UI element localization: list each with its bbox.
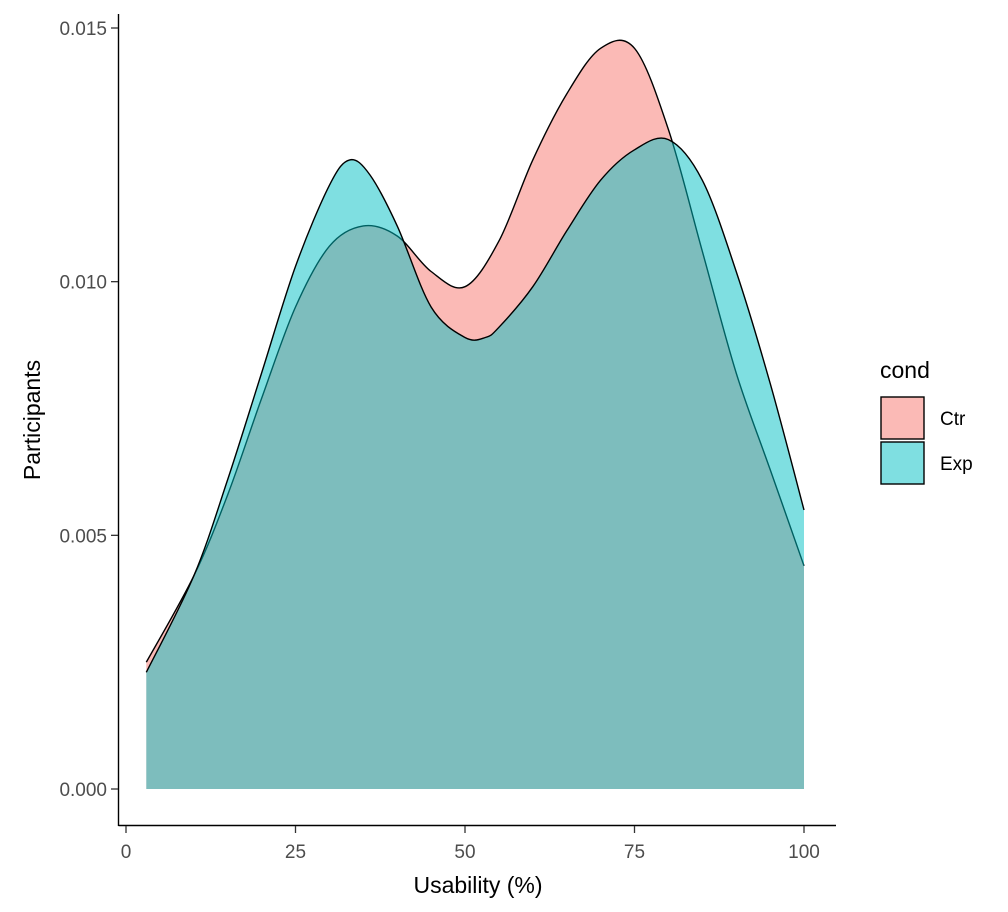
y-tick-label: 0.000 bbox=[59, 780, 107, 801]
density-area-exp bbox=[146, 138, 805, 789]
x-tick-label: 0 bbox=[121, 842, 132, 863]
x-axis-ticks: 0 25 50 75 100 bbox=[121, 826, 820, 863]
x-axis-title: Usability (%) bbox=[413, 872, 542, 898]
y-axis-ticks: 0.000 0.005 0.010 0.015 bbox=[59, 19, 118, 801]
legend-label-ctr: Ctr bbox=[940, 409, 966, 430]
legend-key-ctr bbox=[880, 396, 925, 440]
y-axis-title: Participants bbox=[19, 360, 45, 480]
legend-label-exp: Exp bbox=[940, 454, 973, 475]
x-tick-label: 50 bbox=[454, 842, 475, 863]
density-areas bbox=[145, 39, 805, 789]
y-tick-label: 0.010 bbox=[59, 273, 107, 294]
y-tick-label: 0.005 bbox=[59, 526, 107, 547]
legend: cond Ctr Exp bbox=[880, 357, 973, 485]
axes bbox=[117, 14, 836, 827]
x-tick-label: 25 bbox=[285, 842, 306, 863]
x-tick-label: 75 bbox=[624, 842, 645, 863]
legend-key-exp bbox=[880, 441, 925, 485]
x-tick-label: 100 bbox=[788, 842, 820, 863]
legend-title: cond bbox=[880, 357, 930, 383]
y-tick-label: 0.015 bbox=[59, 19, 107, 40]
density-line-exp bbox=[145, 137, 805, 673]
